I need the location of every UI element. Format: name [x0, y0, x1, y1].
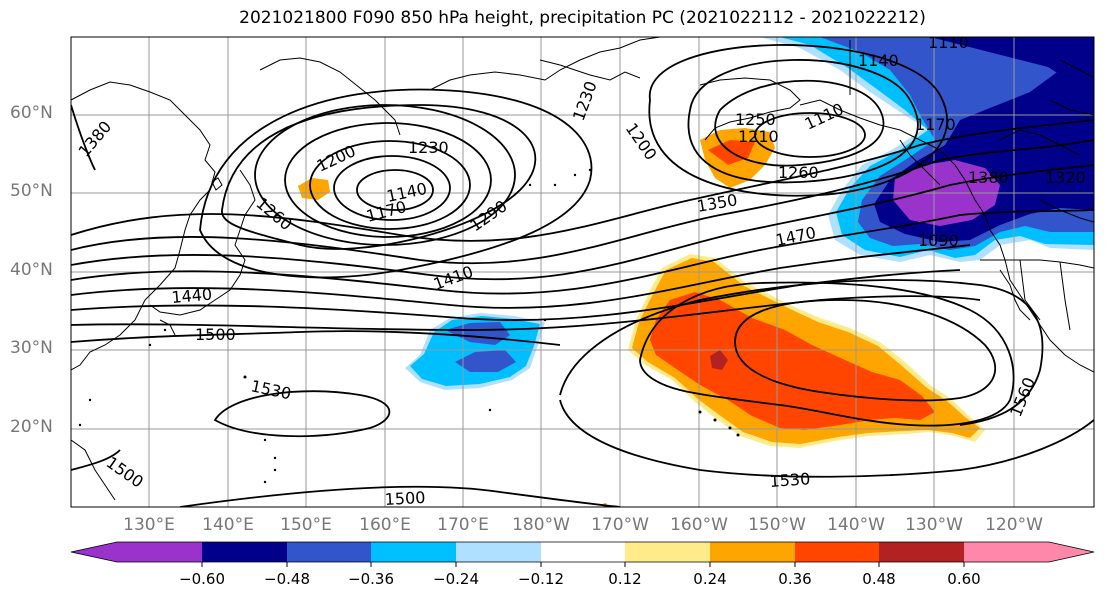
colorbar-tick-label: −0.24	[433, 570, 479, 588]
colorbar-swatch-4	[456, 542, 541, 562]
lon-label-140e: 140°E	[202, 515, 254, 535]
lon-label-140w: 140°W	[827, 515, 885, 535]
contour-label: 1500	[195, 325, 236, 344]
colorbar-tick-label: −0.48	[264, 570, 310, 588]
contour-label: 1170	[915, 115, 956, 134]
lat-label-30n: 30°N	[10, 338, 53, 358]
colorbar-extend-high	[1049, 542, 1094, 562]
lat-label-60n: 60°N	[10, 103, 53, 123]
colorbar-swatch-1	[202, 542, 287, 562]
colorbar-swatch-6	[625, 542, 710, 562]
lon-label-170w: 170°W	[591, 515, 649, 535]
contour-label: 1110	[928, 33, 969, 52]
colorbar-swatch-5	[541, 542, 625, 562]
coastlines	[71, 37, 1094, 501]
lon-label-180w: 180°W	[512, 515, 570, 535]
contour-label: 1260	[778, 163, 819, 182]
colorbar-tick-label: 0.60	[947, 570, 981, 588]
lon-label-130w: 130°W	[905, 515, 963, 535]
colorbar-tick-label: 0.36	[778, 570, 812, 588]
colorbar-tick-label: −0.60	[179, 570, 225, 588]
colorbar-tick-label: −0.12	[518, 570, 564, 588]
contour-label: 1440	[171, 285, 213, 307]
lon-label-150w: 150°W	[748, 515, 806, 535]
contour-label: 1380	[968, 168, 1009, 187]
contour-label: 1140	[858, 51, 899, 70]
lon-label-150e: 150°E	[280, 515, 332, 535]
map-frame	[70, 36, 1095, 508]
colorbar-swatch-3	[371, 542, 456, 562]
colorbar-tick-label: 0.12	[608, 570, 642, 588]
height-contours	[71, 44, 1094, 507]
colorbar-swatch-8	[795, 542, 879, 562]
colorbar-swatch-9	[879, 542, 964, 562]
lon-label-160e: 160°E	[359, 515, 411, 535]
contour-label: 1250	[735, 110, 776, 129]
colorbar-tick-label: 0.48	[862, 570, 896, 588]
contour-label: 1500	[384, 488, 426, 509]
lon-label-160w: 160°W	[670, 515, 728, 535]
lat-label-40n: 40°N	[10, 260, 53, 280]
colorbar	[70, 541, 1095, 567]
colorbar-tick-label: −0.36	[348, 570, 394, 588]
lon-label-130e: 130°E	[123, 515, 175, 535]
colorbar-tick-label: 0.24	[693, 570, 727, 588]
contour-label: 1320	[1045, 168, 1086, 187]
lat-label-20n: 20°N	[10, 417, 53, 437]
colorbar-extend-low	[71, 542, 117, 562]
lon-label-170e: 170°E	[437, 515, 489, 535]
colorbar-swatch-10	[964, 542, 1049, 562]
colorbar-swatch-0	[117, 542, 202, 562]
contour-label: 1530	[769, 469, 811, 491]
contour-label: 1230	[408, 138, 449, 157]
contour-label: 1090	[918, 231, 959, 250]
lat-label-50n: 50°N	[10, 181, 53, 201]
lon-label-120w: 120°W	[985, 515, 1043, 535]
map-plot-area: 1110 1140 1110 1170 1380 1320 1090 1250 …	[71, 33, 1094, 509]
contour-label: 1210	[738, 127, 779, 146]
map-title: 2021021800 F090 850 hPa height, precipit…	[239, 8, 926, 28]
colorbar-swatch-2	[287, 542, 371, 562]
colorbar-swatch-7	[710, 542, 795, 562]
